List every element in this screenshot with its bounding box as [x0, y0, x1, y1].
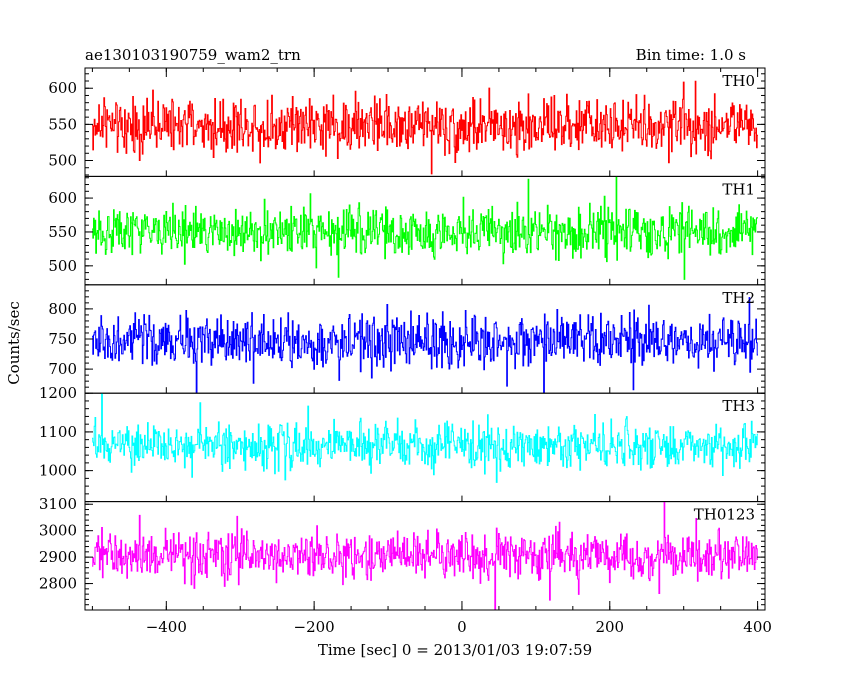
- y-tick-label: 1200: [39, 384, 77, 402]
- y-axis-label: Counts/sec: [5, 301, 23, 385]
- y-tick-label: 550: [48, 223, 77, 241]
- y-tick-label: 550: [48, 115, 77, 133]
- y-tick-label: 750: [48, 330, 77, 348]
- y-tick-label: 3000: [39, 522, 77, 540]
- y-tick-label: 700: [48, 360, 77, 378]
- x-tick-label: −200: [294, 618, 335, 636]
- panel-label-th1: TH1: [722, 180, 755, 198]
- series-line-th0123: [92, 501, 758, 610]
- y-tick-label: 500: [48, 257, 77, 275]
- series-line-th1: [92, 176, 758, 280]
- chart-title: ae130103190759_wam2_trn: [85, 46, 301, 64]
- panel-label-th0: TH0: [722, 72, 755, 90]
- panel-label-th3: TH3: [722, 397, 755, 415]
- x-tick-label: 0: [457, 618, 467, 636]
- bin-time-label: Bin time: 1.0 s: [636, 46, 746, 64]
- y-tick-label: 1100: [39, 423, 77, 441]
- x-axis-label: Time [sec] 0 = 2013/01/03 19:07:59: [318, 641, 592, 659]
- series-line-th2: [92, 297, 758, 394]
- y-tick-label: 500: [48, 152, 77, 170]
- panels-group: 500 550 600 TH0 500 550 600 TH1 700 750 800 TH2 1000…: [39, 67, 766, 611]
- x-axis: −400 −200 0 200 400: [91, 68, 772, 636]
- x-tick-label: 400: [743, 618, 772, 636]
- panel-label-th0123: TH0123: [694, 506, 755, 524]
- x-tick-label: −400: [146, 618, 187, 636]
- y-tick-label: 800: [48, 300, 77, 318]
- panel-label-th2: TH2: [722, 289, 755, 307]
- y-tick-label: 2900: [39, 548, 77, 566]
- series-line-th0: [92, 80, 758, 175]
- y-tick-label: 2800: [39, 575, 77, 593]
- y-tick-label: 600: [48, 189, 77, 207]
- y-tick-label: 3100: [39, 495, 77, 513]
- series-line-th3: [92, 393, 758, 483]
- y-tick-label: 1000: [39, 462, 77, 480]
- y-tick-label: 600: [48, 79, 77, 97]
- x-tick-label: 200: [595, 618, 624, 636]
